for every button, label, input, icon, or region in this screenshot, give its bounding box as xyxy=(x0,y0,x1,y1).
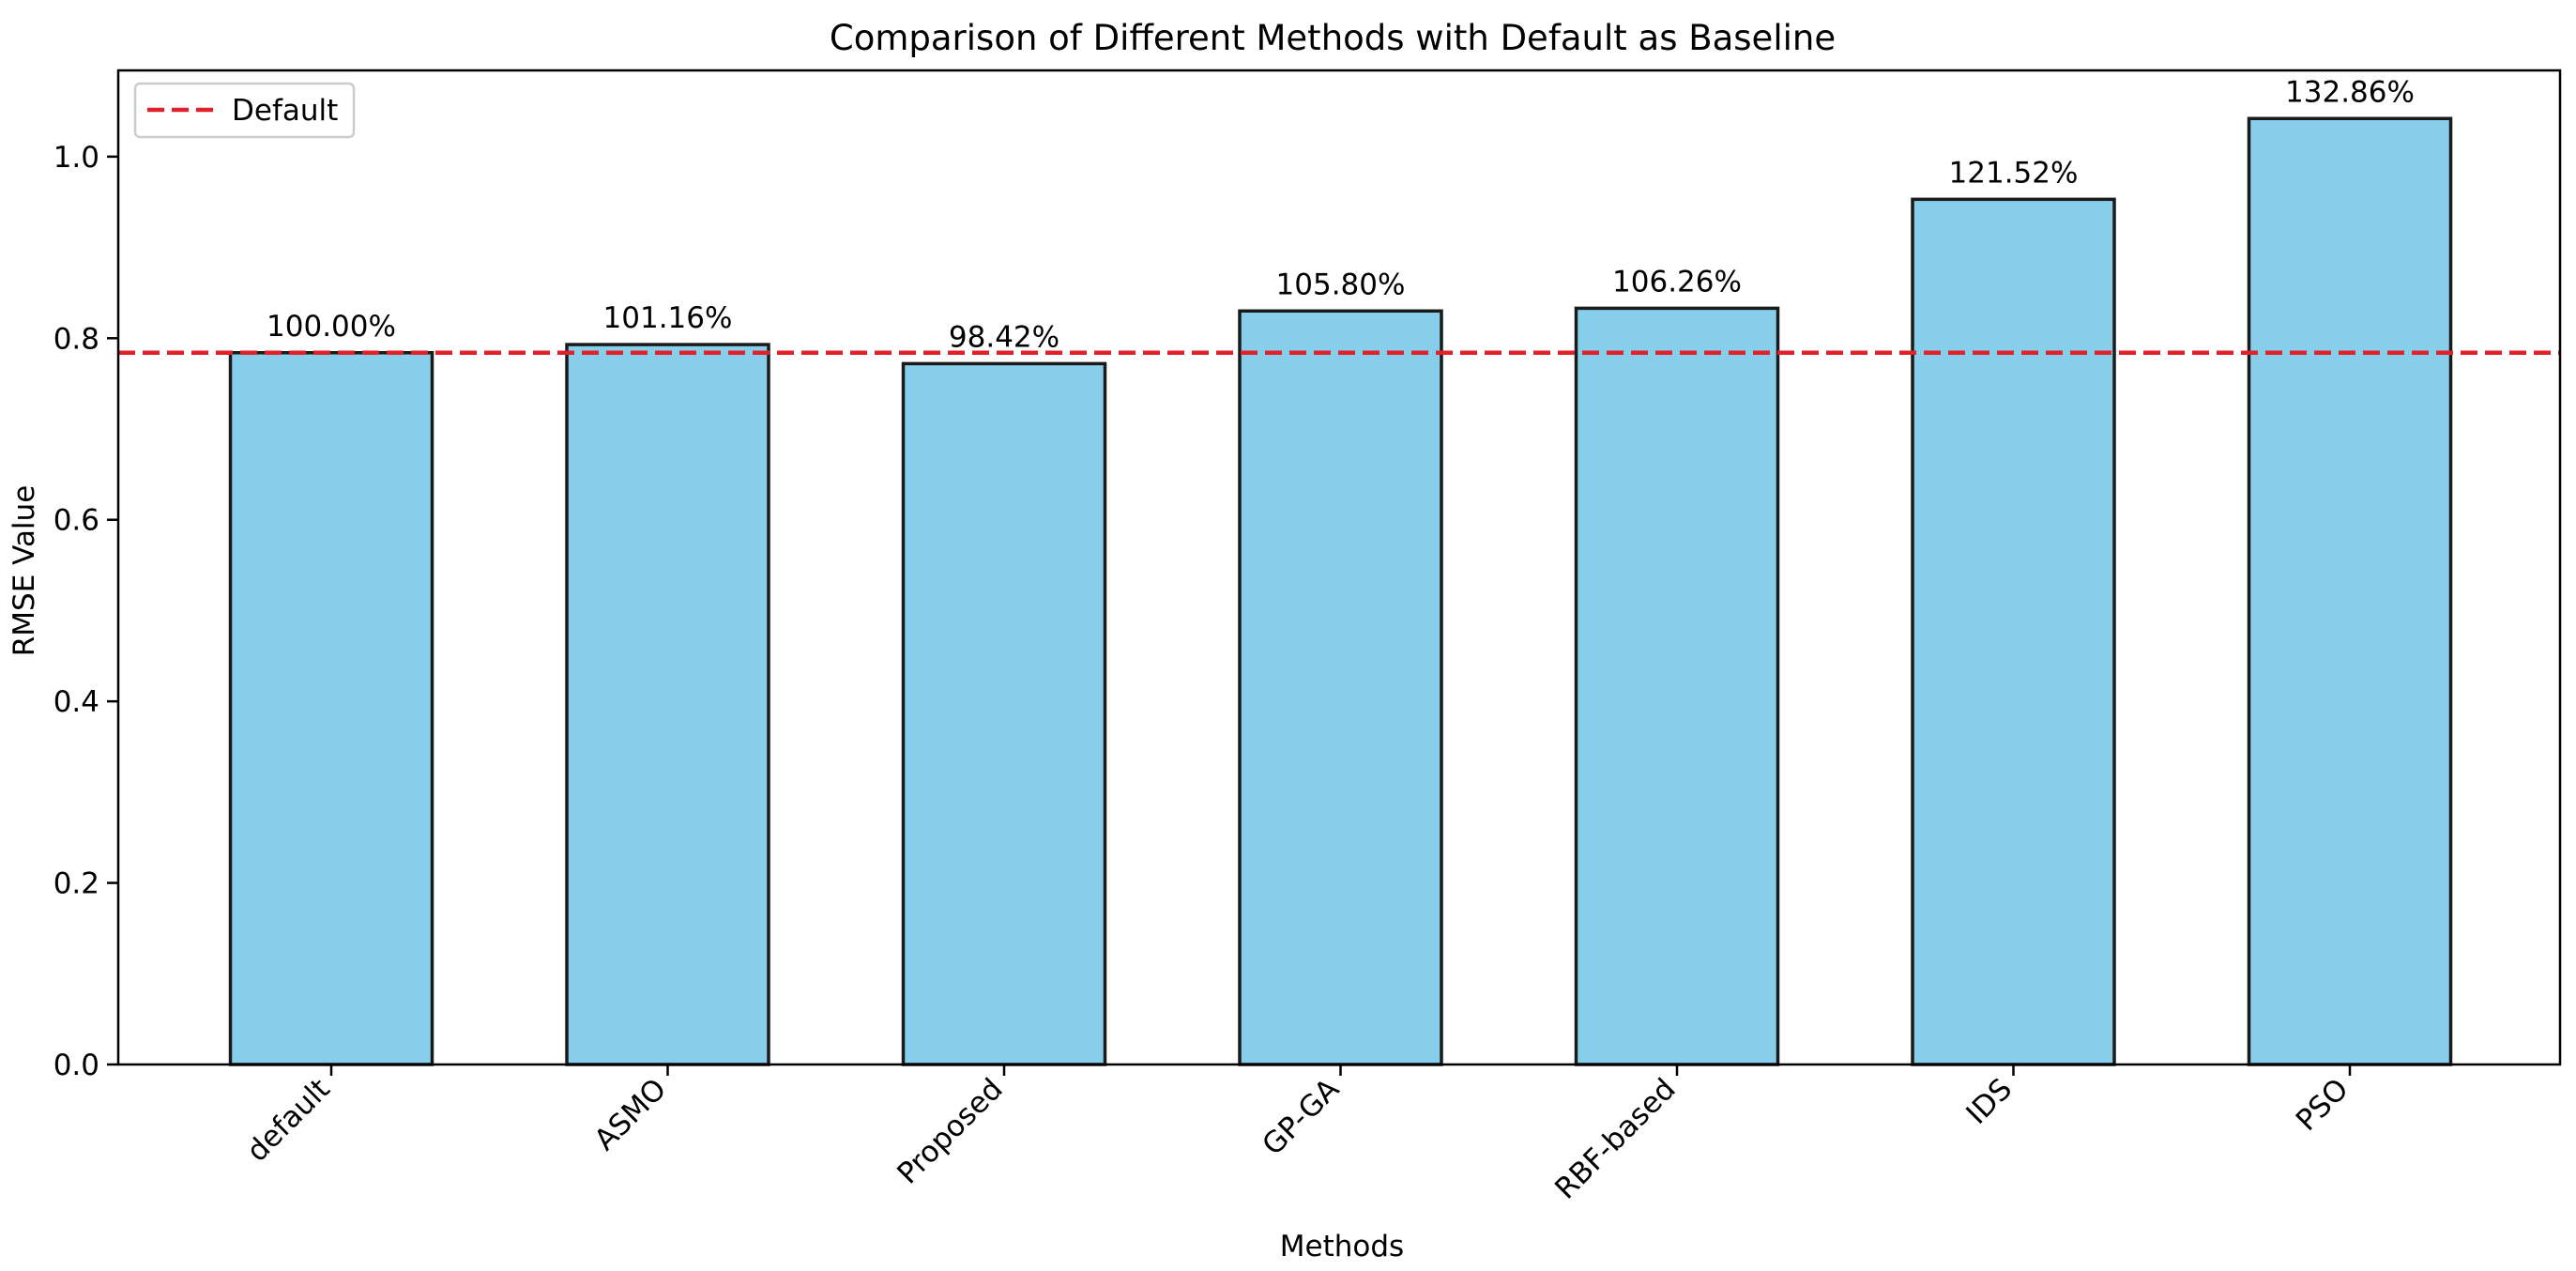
y-axis-label: RMSE Value xyxy=(8,485,41,657)
bar-label: 105.80% xyxy=(1276,268,1406,301)
x-tick-label: PSO xyxy=(2290,1072,2355,1138)
y-tick-label: 0.0 xyxy=(53,1049,99,1082)
chart-title: Comparison of Different Methods with Def… xyxy=(830,18,1836,58)
plot-area: 100.00% 101.16% 98.42% 105.80% 106.26% 121.52… xyxy=(53,69,2562,1206)
x-tick-label: default xyxy=(240,1072,337,1169)
bar-asmo xyxy=(565,343,770,1066)
bar-label: 101.16% xyxy=(603,301,733,335)
bar-proposed xyxy=(901,361,1107,1066)
y-tick-label: 0.4 xyxy=(53,685,99,719)
x-tick-label: IDS xyxy=(1959,1072,2019,1131)
x-tick-label: ASMO xyxy=(588,1072,674,1157)
bar-label: 121.52% xyxy=(1949,156,2079,190)
bar-default xyxy=(228,351,434,1066)
bar-gp-ga xyxy=(1238,309,1443,1066)
y-tick-label: 1.0 xyxy=(53,141,99,175)
y-tick-label: 0.6 xyxy=(53,504,99,538)
x-tick-label: Proposed xyxy=(891,1072,1009,1190)
bar-rbf-based xyxy=(1574,306,1780,1066)
bar-label: 98.42% xyxy=(949,320,1059,354)
x-tick-label: GP-GA xyxy=(1256,1072,1346,1162)
bar-ids xyxy=(1911,197,2116,1066)
legend-label: Default xyxy=(232,94,338,128)
bar-pso xyxy=(2247,116,2453,1066)
y-tick-label: 0.8 xyxy=(53,322,99,356)
x-tick-label: RBF-based xyxy=(1548,1072,1682,1205)
bar-label: 132.86% xyxy=(2285,75,2415,109)
bar-label: 100.00% xyxy=(267,310,396,344)
x-axis-label: Methods xyxy=(1280,1230,1404,1263)
bar-label: 106.26% xyxy=(1612,265,1742,299)
legend-box xyxy=(133,82,356,139)
axes-frame xyxy=(116,69,2562,1066)
y-tick-label: 0.2 xyxy=(53,867,99,901)
